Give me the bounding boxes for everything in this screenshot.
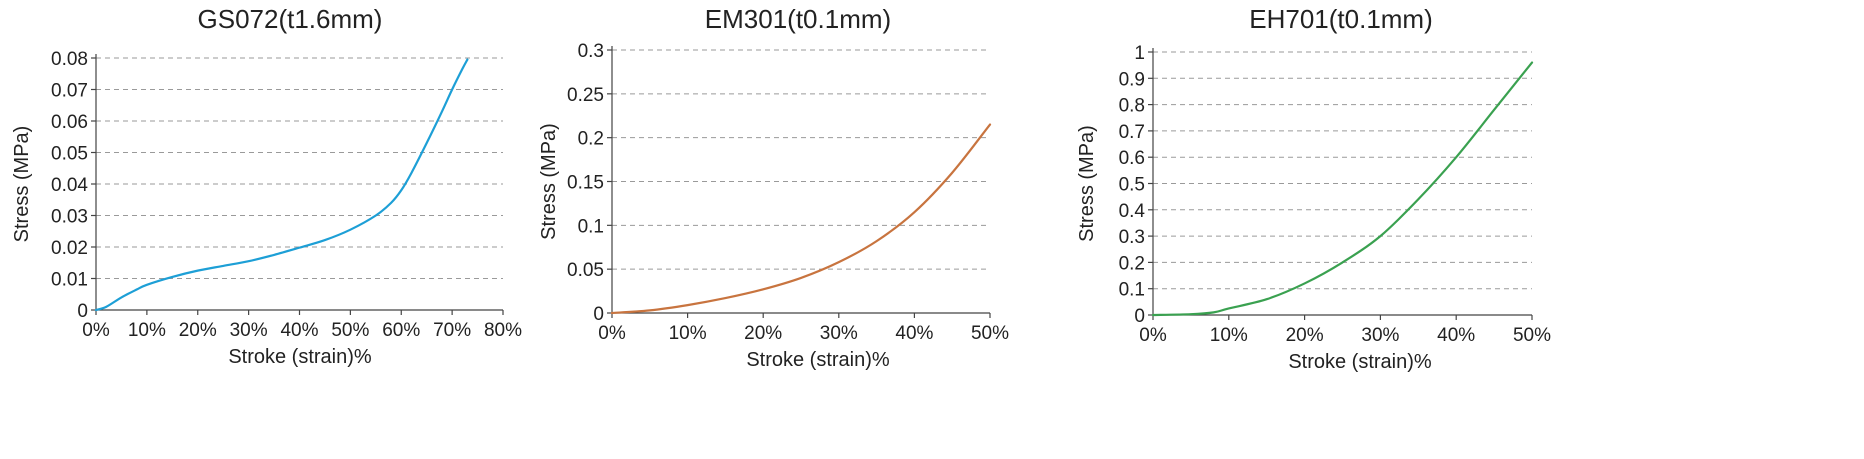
y-tick-label: 0.02 xyxy=(51,238,88,259)
x-tick-label: 10% xyxy=(128,320,166,341)
y-tick-label: 0.3 xyxy=(1119,227,1145,248)
y-tick-label: 0.06 xyxy=(51,112,88,133)
x-tick-label: 70% xyxy=(433,320,471,341)
y-axis-label: Stress (MPa) xyxy=(1076,125,1098,242)
y-tick-label: 0.03 xyxy=(51,207,88,228)
y-tick-label: 0.8 xyxy=(1119,96,1145,117)
x-tick-label: 80% xyxy=(484,320,522,341)
y-tick-label: 0.08 xyxy=(51,49,88,70)
y-tick-label: 0.4 xyxy=(1119,201,1146,222)
x-tick-label: 20% xyxy=(1286,325,1324,346)
y-tick-label: 0.04 xyxy=(51,175,88,196)
y-tick-label: 0.2 xyxy=(1119,253,1145,274)
series-line xyxy=(610,123,992,315)
chart-2: EH701(t0.1mm) 0 0.1 0.2 0.3 0.4 0.5 0.6 0.7 0.8 0.… xyxy=(1076,4,1551,373)
x-tick-label: 40% xyxy=(1437,325,1475,346)
x-tick-label: 30% xyxy=(230,320,268,341)
y-tick-label: 0.3 xyxy=(578,41,604,62)
x-tick-label: 20% xyxy=(179,320,217,341)
x-axis-label: Stroke (strain)% xyxy=(746,349,890,371)
chart-1: EM301(t0.1mm) 0 0.05 0.1 0.15 0.2 0.25 0.3 0% 10%… xyxy=(538,4,1009,371)
x-tick-label: 20% xyxy=(744,323,782,344)
y-tick-label: 0 xyxy=(77,301,88,322)
x-tick-label: 40% xyxy=(895,323,933,344)
y-axis-label: Stress (MPa) xyxy=(11,126,33,243)
y-tick-label: 0.5 xyxy=(1119,175,1145,196)
x-tick-label: 0% xyxy=(82,320,110,341)
x-tick-label: 10% xyxy=(669,323,707,344)
y-tick-label: 0.01 xyxy=(51,270,88,291)
y-tick-label: 0.25 xyxy=(567,85,604,106)
chart-0: GS072(t1.6mm) 0 0.01 0.02 0.03 0.04 0.05 0.06 0.… xyxy=(11,4,522,368)
x-tick-label: 0% xyxy=(598,323,626,344)
series-line xyxy=(1151,61,1534,317)
y-tick-label: 0.6 xyxy=(1119,148,1145,169)
x-tick-label: 30% xyxy=(820,323,858,344)
y-tick-label: 1 xyxy=(1134,43,1145,64)
y-tick-label: 0.05 xyxy=(567,260,604,281)
x-tick-label: 10% xyxy=(1210,325,1248,346)
x-axis-label: Stroke (strain)% xyxy=(228,346,372,368)
y-axis-label: Stress (MPa) xyxy=(538,123,560,240)
y-tick-label: 0.1 xyxy=(578,216,604,237)
y-tick-label: 0.15 xyxy=(567,173,604,194)
x-tick-label: 50% xyxy=(971,323,1009,344)
chart-title: EM301(t0.1mm) xyxy=(705,4,891,34)
x-tick-label: 30% xyxy=(1361,325,1399,346)
x-tick-label: 60% xyxy=(382,320,420,341)
y-tick-label: 0.9 xyxy=(1119,69,1145,90)
chart-title: EH701(t0.1mm) xyxy=(1249,4,1433,34)
x-tick-label: 40% xyxy=(280,320,318,341)
y-tick-label: 0.2 xyxy=(578,129,604,150)
y-tick-label: 0 xyxy=(593,304,604,325)
y-tick-label: 0.05 xyxy=(51,144,88,165)
y-tick-label: 0.1 xyxy=(1119,280,1145,301)
y-tick-label: 0.7 xyxy=(1119,122,1145,143)
y-tick-label: 0 xyxy=(1134,306,1145,327)
x-axis-label: Stroke (strain)% xyxy=(1288,351,1432,373)
series-line xyxy=(94,58,469,312)
chart-title: GS072(t1.6mm) xyxy=(198,4,383,34)
x-tick-label: 50% xyxy=(331,320,369,341)
y-tick-label: 0.07 xyxy=(51,81,88,102)
x-tick-label: 0% xyxy=(1139,325,1167,346)
x-tick-label: 50% xyxy=(1513,325,1551,346)
